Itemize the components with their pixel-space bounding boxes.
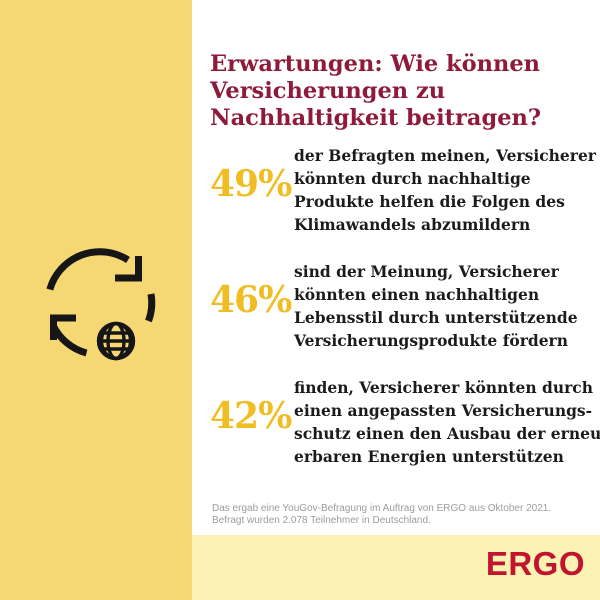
stat-2-line-2: könnten einen nachhaltigen: [294, 285, 540, 304]
page-title: Erwartungen: Wie können Versicherungen z…: [210, 51, 590, 132]
stat-text-2: sind der Meinung, Versicherer könnten ei…: [294, 260, 600, 352]
ergo-logo: ERGO: [485, 545, 585, 582]
stat-2-line-3: Lebensstil durch unterstützende: [294, 308, 578, 327]
right-arc: [145, 293, 156, 323]
source-footnote: Das ergab eine YouGov-Befragung im Auftr…: [212, 503, 590, 527]
stat-row-1: 49% der Befragten meinen, Versicherer kö…: [210, 144, 600, 236]
stat-1-line-2: könnten durch nachhaltige: [294, 169, 531, 188]
title-line-1: Erwartungen: Wie können: [210, 51, 541, 78]
stat-3-line-2: einen angepassten Versicherungs-: [294, 401, 593, 420]
stat-1-line-1: der Befragten meinen, Versicherer: [294, 146, 596, 165]
stat-3-line-3: schutz einen den Ausbau der erneu-: [294, 424, 600, 443]
stat-row-3: 42% finden, Versicherer könnten durch ei…: [210, 376, 600, 468]
bottom-pale-band: [192, 535, 600, 600]
arrowhead-top-right: [115, 256, 142, 282]
stat-1-line-3: Produkte helfen die Folgen des: [294, 192, 565, 211]
main-content: Erwartungen: Wie können Versicherungen z…: [210, 0, 600, 600]
title-line-3: Nachhaltigkeit beitragen?: [210, 105, 542, 132]
top-arc: [46, 248, 130, 291]
footnote-line-2: Befragt wurden 2.078 Teilnehmer in Deuts…: [212, 515, 431, 526]
bottom-arc: [49, 323, 88, 357]
footnote-line-1: Das ergab eine YouGov-Befragung im Auftr…: [212, 503, 552, 514]
globe-icon: [96, 321, 136, 361]
stat-3-line-1: finden, Versicherer könnten durch: [294, 378, 593, 397]
arrowhead-bottom-left: [50, 314, 76, 340]
stat-value-49: 49%: [210, 163, 292, 205]
left-yellow-band: [0, 0, 192, 600]
stat-2-line-4: Versicherungsprodukte fördern: [294, 331, 568, 350]
stat-1-line-4: Klimawandels abzumildern: [294, 215, 531, 234]
stat-value-46: 46%: [210, 279, 292, 321]
title-line-2: Versicherungen zu: [210, 78, 446, 105]
stat-2-line-1: sind der Meinung, Versicherer: [294, 262, 559, 281]
circular-arrows-globe-icon: [40, 243, 170, 373]
sustainability-icon-svg: [46, 248, 156, 361]
stat-value-42: 42%: [210, 395, 292, 437]
stat-3-line-4: erbaren Energien unterstützen: [294, 447, 564, 466]
stat-row-2: 46% sind der Meinung, Versicherer könnte…: [210, 260, 600, 352]
stat-text-3: finden, Versicherer könnten durch einen …: [294, 376, 600, 468]
stat-text-1: der Befragten meinen, Versicherer könnte…: [294, 144, 600, 236]
